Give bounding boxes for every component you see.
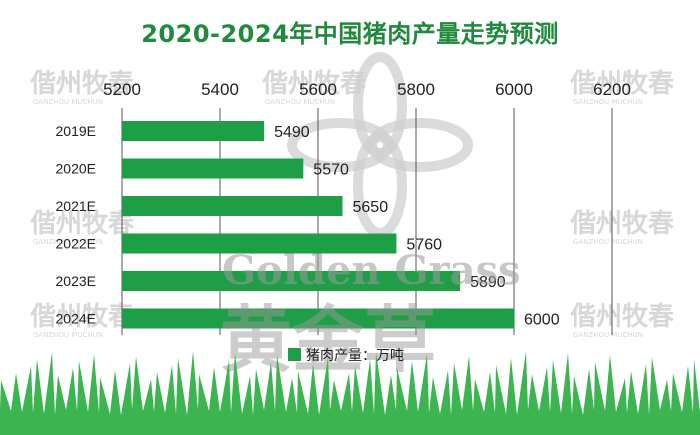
bar [122, 196, 343, 216]
bar [122, 271, 461, 291]
logo-leaf-shape [287, 118, 393, 172]
watermark-text: 偕州牧春 [570, 302, 674, 332]
category-label: 2019E [56, 123, 96, 139]
watermark-subtext: GANZHOU MUCHUN [33, 238, 103, 246]
x-tick-label: 5400 [201, 80, 239, 99]
watermark-subtext: GANZHOU MUCHUN [265, 98, 335, 106]
category-label: 2024E [56, 311, 96, 327]
chart-title: 2020-2024年中国猪肉产量走势预测 [141, 20, 559, 48]
watermark-text: 偕州牧春 [30, 69, 134, 99]
watermark-text: 偕州牧春 [262, 69, 366, 99]
x-tick-label: 5600 [299, 80, 337, 99]
bar [122, 308, 514, 329]
watermark-text: 偕州牧春 [30, 209, 134, 239]
data-label: 5890 [470, 274, 506, 291]
watermark-subtext: GANZHOU MUCHUN [33, 331, 103, 339]
data-label: 5490 [274, 124, 310, 141]
watermark-text: 偕州牧春 [570, 69, 674, 99]
watermark-text: 偕州牧春 [570, 209, 674, 239]
watermark-subtext: GANZHOU MUCHUN [573, 98, 643, 106]
category-label: 2022E [56, 236, 96, 252]
category-label: 2021E [56, 198, 96, 214]
x-tick-label: 5800 [397, 80, 435, 99]
data-label: 6000 [524, 312, 560, 329]
category-label: 2020E [56, 161, 96, 177]
watermark-brand-en: Golden Grass [222, 247, 521, 294]
x-tick-label: 6200 [593, 80, 631, 99]
category-label: 2023E [56, 273, 96, 289]
watermark-subtext: GANZHOU MUCHUN [573, 238, 643, 246]
data-label: 5570 [313, 162, 349, 179]
bar [122, 233, 397, 254]
watermark-subtext: GANZHOU MUCHUN [573, 331, 643, 339]
legend-swatch [288, 348, 301, 361]
data-label: 5650 [353, 199, 389, 216]
watermark-subtext: GANZHOU MUCHUN [33, 98, 103, 106]
bar [122, 121, 265, 141]
x-tick-label: 5200 [103, 80, 141, 99]
grass-decoration [0, 351, 700, 435]
legend-label: 猪肉产量：万吨 [306, 348, 404, 364]
watermark-text: 偕州牧春 [30, 302, 134, 332]
data-label: 5760 [406, 237, 442, 254]
bar [122, 158, 304, 179]
x-tick-label: 6000 [495, 80, 533, 99]
